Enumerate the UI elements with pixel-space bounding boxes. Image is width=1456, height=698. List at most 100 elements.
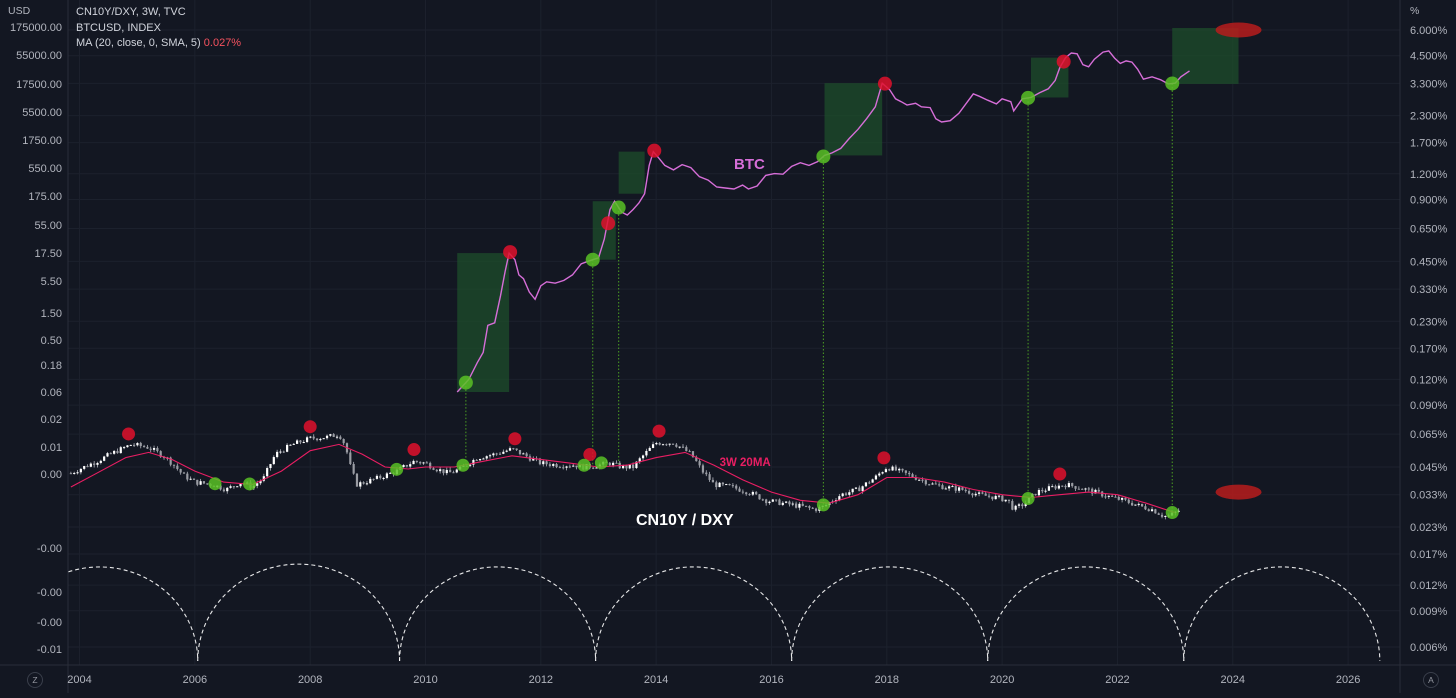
range-box [824,83,883,156]
candle-body [748,494,751,496]
btc-bottom-marker [458,375,473,390]
candle-body [365,483,369,485]
candle-body [861,486,864,492]
left-axis-tick: 0.18 [41,360,62,372]
candle-body [132,444,136,446]
right-axis-tick: 0.330% [1410,284,1448,296]
candle-body [352,463,355,474]
candle-body [229,486,232,488]
candle-body [695,457,698,462]
candle-body [958,487,961,491]
auto-scale-z-button[interactable]: Z [27,672,43,688]
candle-body [99,460,102,463]
candle-body [515,448,518,450]
candle-body [1127,499,1130,503]
candle-body [106,453,109,457]
candle-body [505,450,508,452]
candle-body [262,476,265,481]
candle-body [282,451,285,453]
time-axis-tick: 2022 [1105,674,1129,686]
left-axis-tick: 5500.00 [22,107,62,119]
ratio-top-marker [122,427,136,441]
candle-body [286,444,289,452]
candle-body [1071,483,1074,487]
time-axis-tick: 2024 [1221,674,1245,686]
candle-body [552,464,555,466]
candle-body [738,488,741,492]
candle-body [79,468,82,473]
candle-body [1077,488,1080,490]
candle-body [608,462,611,466]
left-axis-tick: -0.01 [37,644,62,656]
right-axis-tick: 1.200% [1410,169,1448,181]
candle-body [156,448,159,452]
right-axis-tick: 0.170% [1410,343,1448,355]
btc-top-marker [647,143,662,158]
btc-bottom-marker [1165,76,1180,91]
candle-body [1147,509,1150,512]
candle-body [478,458,482,461]
candle-body [858,487,861,492]
candle-body [266,468,269,477]
legend-btc-symbol[interactable]: BTCUSD, INDEX [76,21,161,34]
candle-body [562,467,565,469]
candle-body [844,493,848,495]
candle-body [86,466,89,468]
candle-body [771,499,774,502]
candle-body [442,469,445,474]
candle-body [495,453,498,455]
left-axis-tick: 55.00 [34,220,62,232]
candle-body [1101,491,1104,497]
candle-body [425,462,428,464]
candle-body [488,455,492,457]
auto-scale-a-button[interactable]: A [1423,672,1439,688]
candle-body [1051,486,1054,488]
candle-body [382,477,385,479]
annotation-btc: BTC [734,156,765,173]
time-axis-tick: 2016 [759,674,783,686]
candle-body [668,443,671,445]
candle-body [236,486,239,488]
candle-body [801,503,804,506]
candle-body [113,450,116,454]
candle-body [276,451,279,458]
candle-body [665,444,668,446]
candle-body [725,484,728,486]
time-axis-tick: 2008 [298,674,322,686]
candle-body [492,453,495,456]
candle-body [289,444,292,446]
candle-body [808,506,811,508]
candle-body [1011,500,1014,510]
candle-body [785,501,788,503]
candle-body [142,446,146,448]
candle-body [226,487,229,492]
candle-body [292,443,295,445]
candle-body [439,469,442,472]
candle-body [189,478,192,480]
range-boxes [457,28,1239,392]
legend-ma-indicator[interactable]: MA (20, close, 0, SMA, 5) 0.027% [76,36,241,52]
candle-body [1081,488,1084,490]
legend-main-symbol[interactable]: CN10Y/DXY, 3W, TVC [76,6,186,18]
candle-body [299,440,302,443]
candle-body [705,472,708,475]
candle-body [362,482,365,484]
candle-body [911,474,914,478]
candle-body [987,495,991,497]
candle-body [422,462,425,464]
candle-body [681,446,685,448]
cycle-arc [68,566,199,662]
candle-body [1061,485,1064,487]
candle-body [622,465,625,469]
candle-body [731,485,734,487]
candle-body [964,489,967,492]
candle-body [405,464,408,467]
candle-body [565,466,568,468]
right-axis-tick: 3.300% [1410,78,1448,90]
candle-body [984,493,987,496]
candle-body [455,469,458,473]
candle-body [1104,496,1107,498]
left-axis-tick: 0.02 [41,414,62,426]
